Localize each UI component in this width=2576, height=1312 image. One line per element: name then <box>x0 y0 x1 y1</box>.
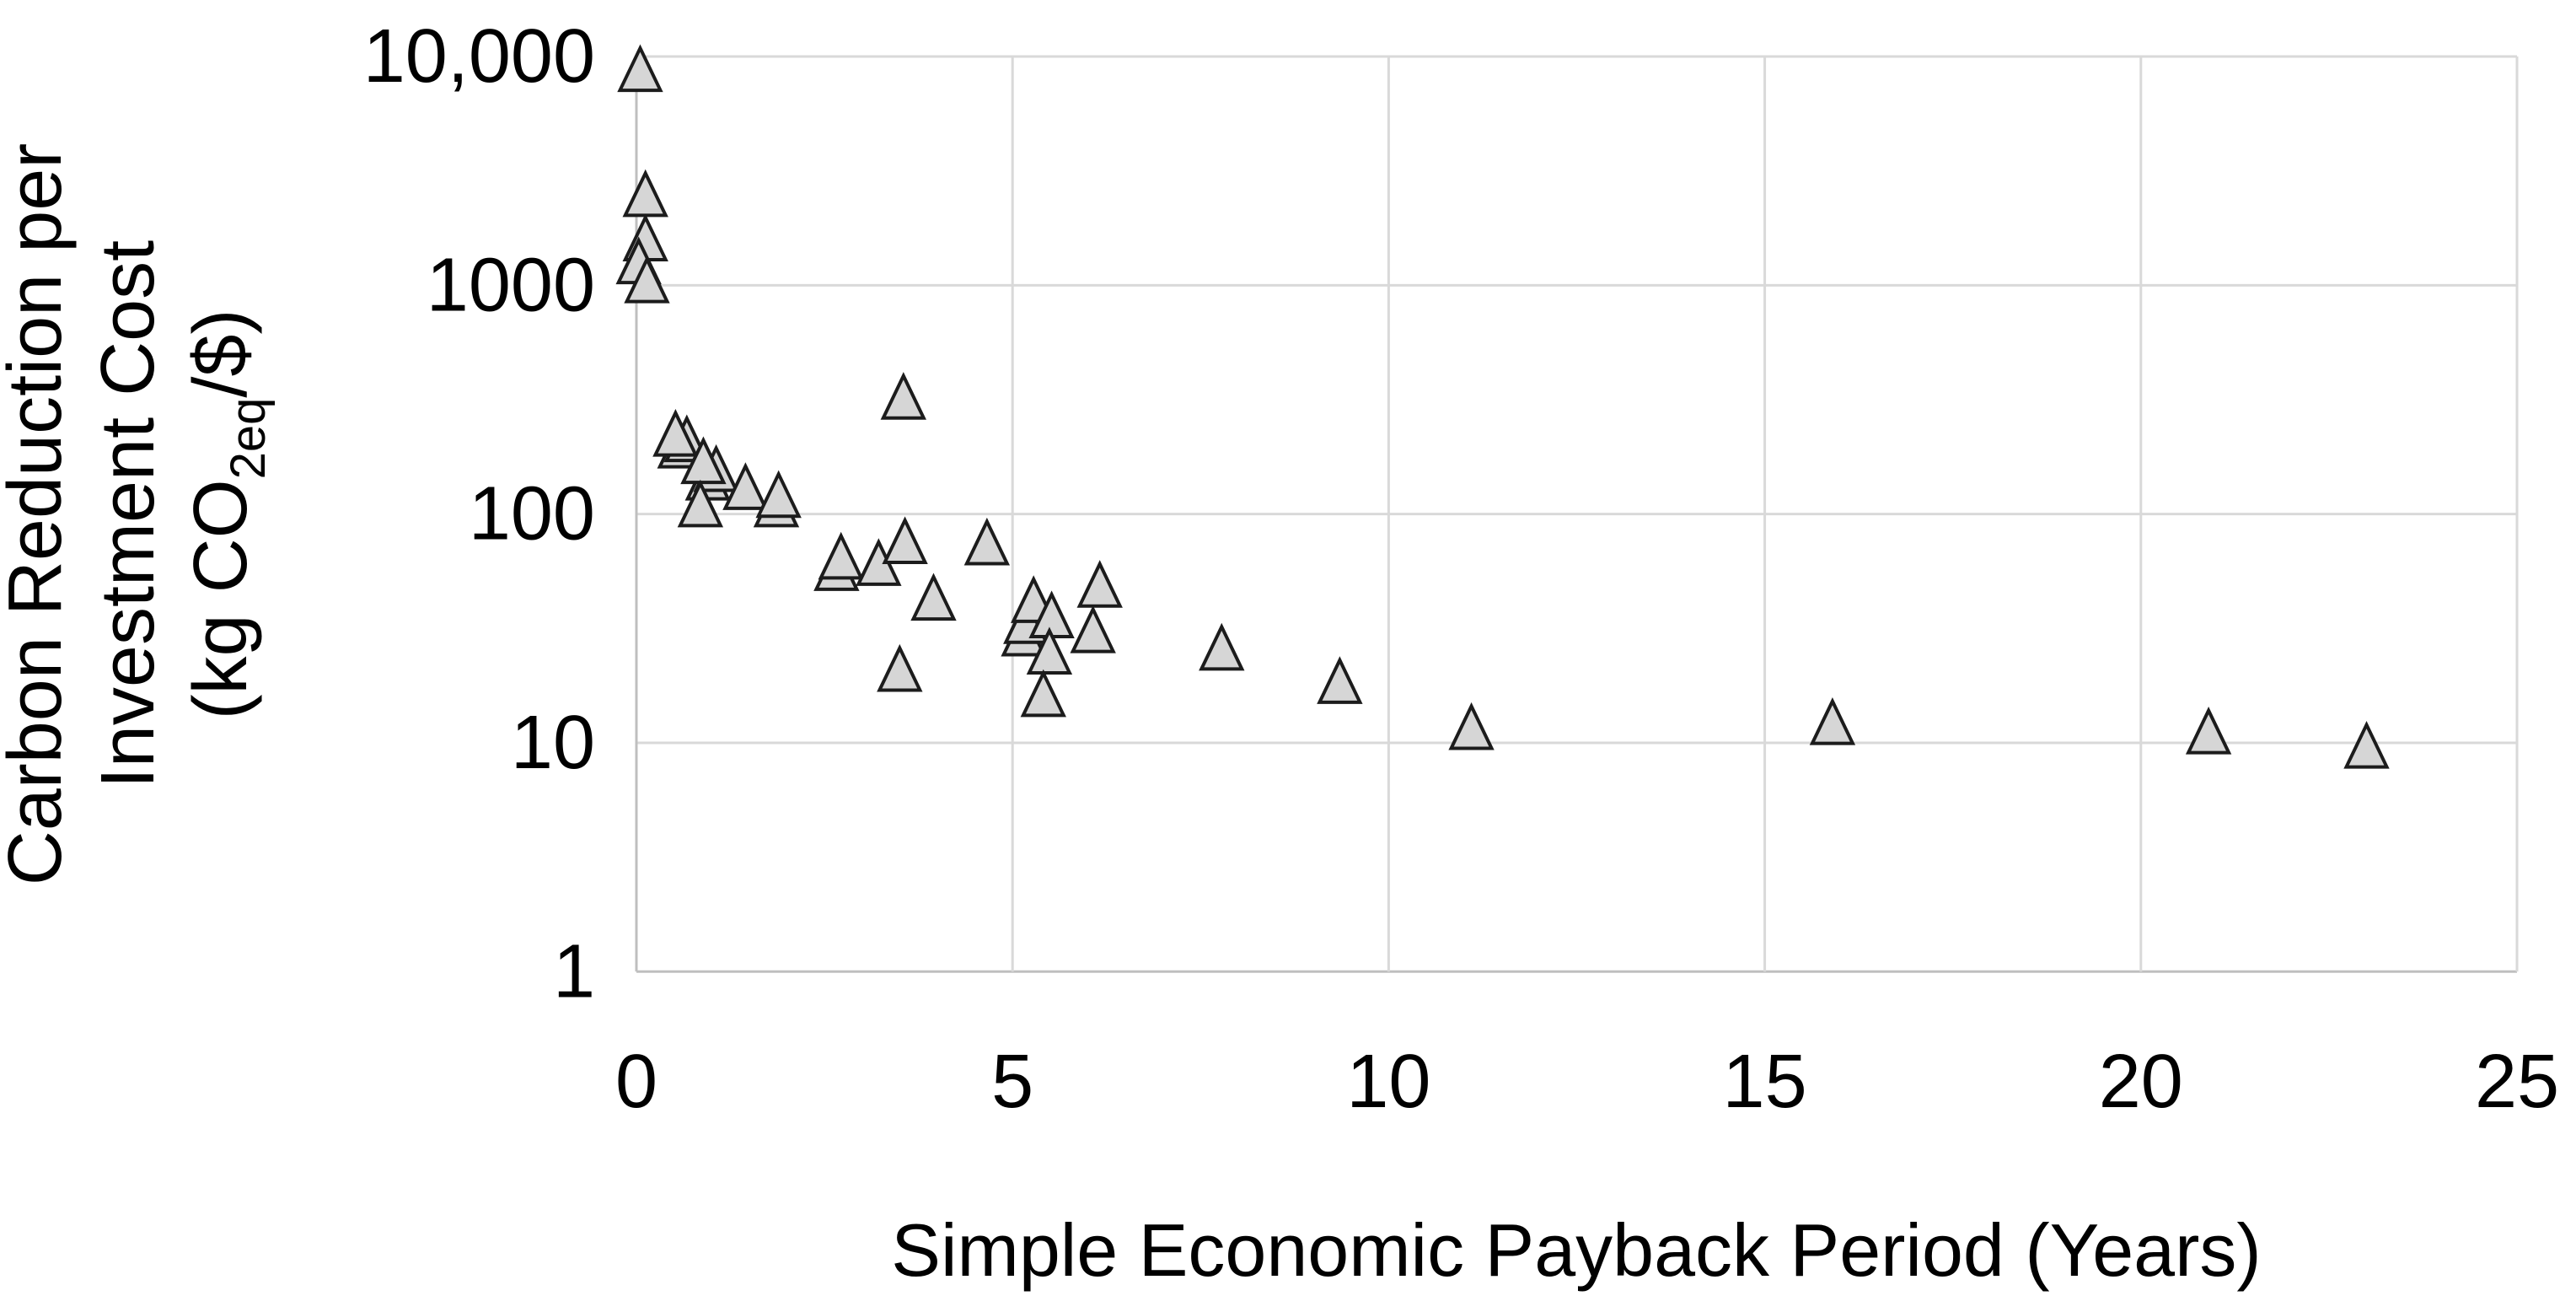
data-point-triangle-22 <box>877 643 923 692</box>
y-tick-label-10: 10 <box>511 701 595 785</box>
x-tick-label-10: 10 <box>1346 1040 1430 1124</box>
data-points-group <box>615 44 2390 769</box>
data-point-triangle-29 <box>1070 605 1116 653</box>
x-tick-label-15: 15 <box>1723 1040 1807 1124</box>
data-point-triangle-17 <box>818 531 864 580</box>
tick-labels-group: 1 10 100 1000 10,000 0 5 10 15 20 25 <box>363 14 2559 1124</box>
y-axis-title-line1: Carbon Reduction per <box>0 143 78 886</box>
x-axis-title: Simple Economic Payback Period (Years) <box>891 1208 2261 1292</box>
x-tick-label-0: 0 <box>615 1040 657 1124</box>
data-point-triangle-28 <box>1076 560 1123 608</box>
x-tick-label-5: 5 <box>991 1040 1033 1124</box>
data-point-triangle-10 <box>680 436 727 485</box>
y-tick-label-1: 1 <box>553 929 595 1014</box>
data-point-triangle-21 <box>910 573 957 621</box>
data-point-triangle-32 <box>1317 656 1363 704</box>
data-point-triangle-15 <box>880 372 926 420</box>
y-tick-label-10000: 10,000 <box>363 14 595 99</box>
y-axis-units-subscript: 2eq <box>221 398 276 480</box>
data-point-triangle-14 <box>755 470 802 519</box>
data-point-triangle-36 <box>2343 720 2390 769</box>
data-point-triangle-35 <box>2185 706 2232 755</box>
data-point-triangle-27 <box>1026 626 1073 675</box>
data-point-triangle-12 <box>722 462 769 510</box>
data-point-triangle-34 <box>1809 696 1856 745</box>
data-point-triangle-19 <box>882 516 928 564</box>
data-point-triangle-0 <box>617 44 663 93</box>
data-point-triangle-1 <box>622 169 668 218</box>
data-point-triangle-20 <box>963 517 1011 566</box>
y-tick-label-100: 100 <box>469 472 595 557</box>
data-point-triangle-7 <box>652 408 699 457</box>
data-point-triangle-4 <box>624 255 670 304</box>
data-point-triangle-30 <box>1020 669 1066 718</box>
y-axis-title-line3-units: (kg CO2eq/$) <box>179 309 276 720</box>
gridlines-group <box>635 55 2519 973</box>
data-point-triangle-31 <box>1199 622 1245 671</box>
data-point-triangle-33 <box>1448 702 1495 750</box>
y-axis-units-suffix: /$) <box>179 309 263 398</box>
y-tick-label-1000: 1000 <box>427 243 595 327</box>
data-point-triangle-11 <box>677 479 724 528</box>
x-tick-label-25: 25 <box>2475 1040 2559 1124</box>
y-axis-title-line2: Investment Cost <box>86 240 170 788</box>
y-axis-units-prefix: (kg CO <box>179 479 263 719</box>
x-tick-label-20: 20 <box>2099 1040 2183 1124</box>
